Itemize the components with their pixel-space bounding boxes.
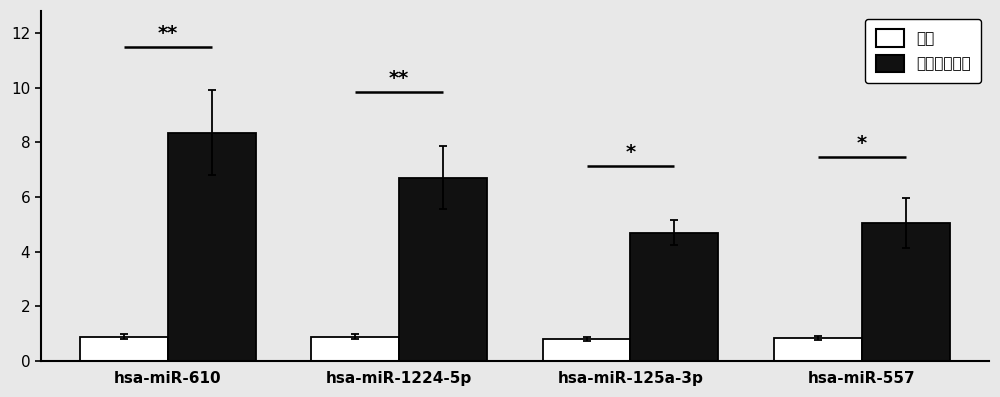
Bar: [399, 178, 487, 361]
Bar: [168, 133, 256, 361]
Text: **: **: [389, 69, 409, 88]
Bar: [311, 337, 399, 361]
Text: **: **: [158, 23, 178, 42]
Bar: [543, 339, 630, 361]
Bar: [862, 223, 950, 361]
Legend: 对照, 恶性黑色素睤: 对照, 恶性黑色素睤: [865, 19, 981, 83]
Text: *: *: [625, 143, 636, 162]
Bar: [774, 338, 862, 361]
Bar: [630, 233, 718, 361]
Text: *: *: [857, 134, 867, 153]
Bar: [80, 337, 168, 361]
